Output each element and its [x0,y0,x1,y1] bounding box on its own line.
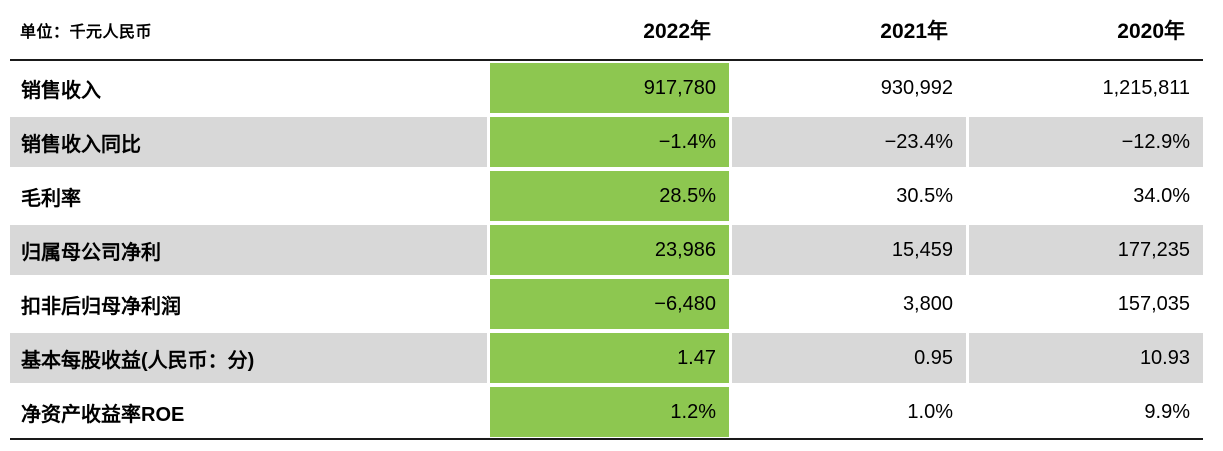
table-row: 毛利率 28.5% 30.5% 34.0% [10,171,1203,221]
row-label: 扣非后归母净利润 [21,295,181,318]
value-2022: 1.2% [490,387,729,437]
value-2022: −6,480 [490,279,729,329]
value-2021: 15,459 [732,225,966,275]
value-2021: 930,992 [880,76,953,99]
table-row: 净资产收益率ROE 1.2% 1.0% 9.9% [10,387,1203,437]
value-2020: 177,235 [969,225,1203,275]
row-label: 销售收入同比 [10,117,487,167]
row-label: 净资产收益率ROE [21,403,185,426]
table-bottom-rule [10,438,1203,440]
value-2021: 3,800 [902,292,953,315]
value-2020: 1,215,811 [1102,76,1191,99]
value-2020: 157,035 [1117,292,1190,315]
value-2020: 9.9% [1144,400,1190,423]
value-2020: 10.93 [969,333,1203,383]
value-2021: −23.4% [732,117,966,167]
value-2020: −12.9% [969,117,1203,167]
row-label: 归属母公司净利 [10,225,487,275]
table-row: 扣非后归母净利润 −6,480 3,800 157,035 [10,279,1203,329]
year-header-2022: 2022年 [643,19,711,43]
row-label: 销售收入 [21,79,101,102]
header-divider-rule [10,59,1203,61]
year-header-2021: 2021年 [880,19,948,43]
value-2021: 0.95 [732,333,966,383]
financial-summary-table: 单位：千元人民币 2022年 2021年 2020年 销售收入 917,780 93… [10,0,1203,440]
unit-label: 单位：千元人民币 [20,23,153,41]
value-2022: 1.47 [490,333,729,383]
year-header-2020: 2020年 [1117,19,1185,43]
row-label: 毛利率 [21,187,81,210]
table-row: 归属母公司净利 23,986 15,459 177,235 [10,225,1203,275]
table-row: 销售收入同比 −1.4% −23.4% −12.9% [10,117,1203,167]
value-2021: 30.5% [896,184,953,207]
table-header-row: 单位：千元人民币 2022年 2021年 2020年 [10,0,1203,59]
row-label: 基本每股收益(人民币：分) [10,333,487,383]
value-2022: 28.5% [490,171,729,221]
table-body: 销售收入 917,780 930,992 1,215,811 销售收入同比 −1.4% −2… [10,63,1203,437]
value-2022: 23,986 [490,225,729,275]
value-2022: −1.4% [490,117,729,167]
value-2021: 1.0% [907,400,953,423]
value-2020: 34.0% [1133,184,1190,207]
table-row: 基本每股收益(人民币：分) 1.47 0.95 10.93 [10,333,1203,383]
value-2022: 917,780 [490,63,729,113]
table-row: 销售收入 917,780 930,992 1,215,811 [10,63,1203,113]
